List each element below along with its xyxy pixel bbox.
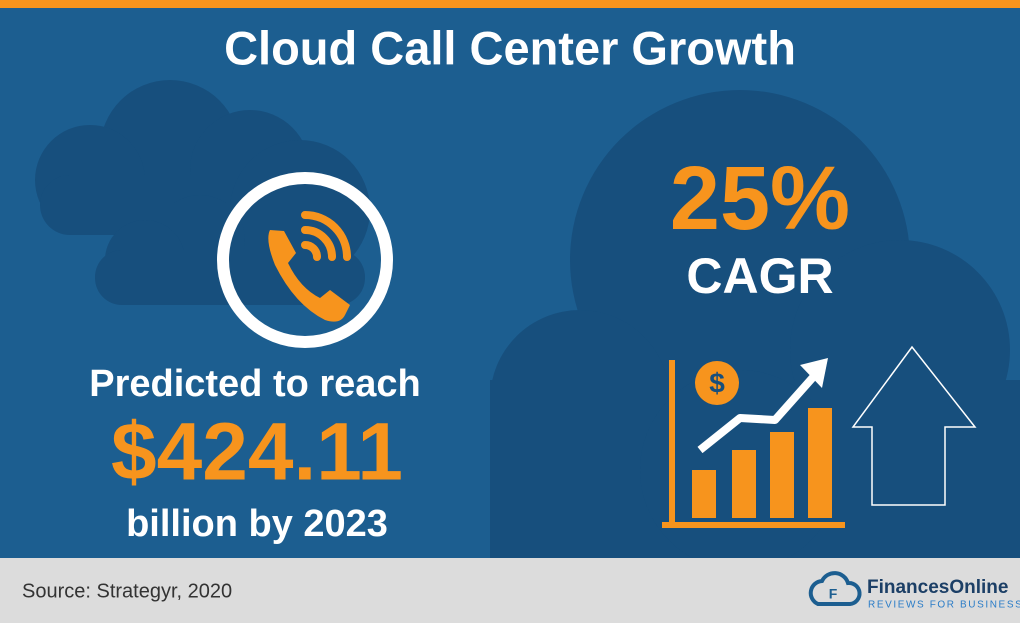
svg-text:F: F	[829, 586, 838, 602]
brand: FinancesOnline	[867, 577, 1008, 598]
cagr-rate: 25%	[670, 149, 850, 249]
cagr-label: CAGR	[686, 248, 833, 304]
clouds-left	[35, 80, 370, 305]
top-bar	[0, 0, 1020, 8]
source: Source: Strategyr, 2020	[22, 580, 232, 602]
arrow-outline	[851, 345, 977, 506]
amount: $424.11	[111, 407, 403, 498]
footer	[0, 558, 1020, 623]
logo: F	[808, 571, 862, 606]
amount-unit: billion by 2023	[126, 503, 388, 545]
phone-icon	[217, 172, 393, 348]
prediction-line: Predicted to reach	[89, 363, 421, 405]
title: Cloud Call Center Growth	[224, 21, 796, 74]
tagline: REVIEWS FOR BUSINESS	[868, 600, 1020, 611]
growth-chart-icon: $	[662, 358, 845, 528]
svg-text:$: $	[709, 367, 725, 398]
